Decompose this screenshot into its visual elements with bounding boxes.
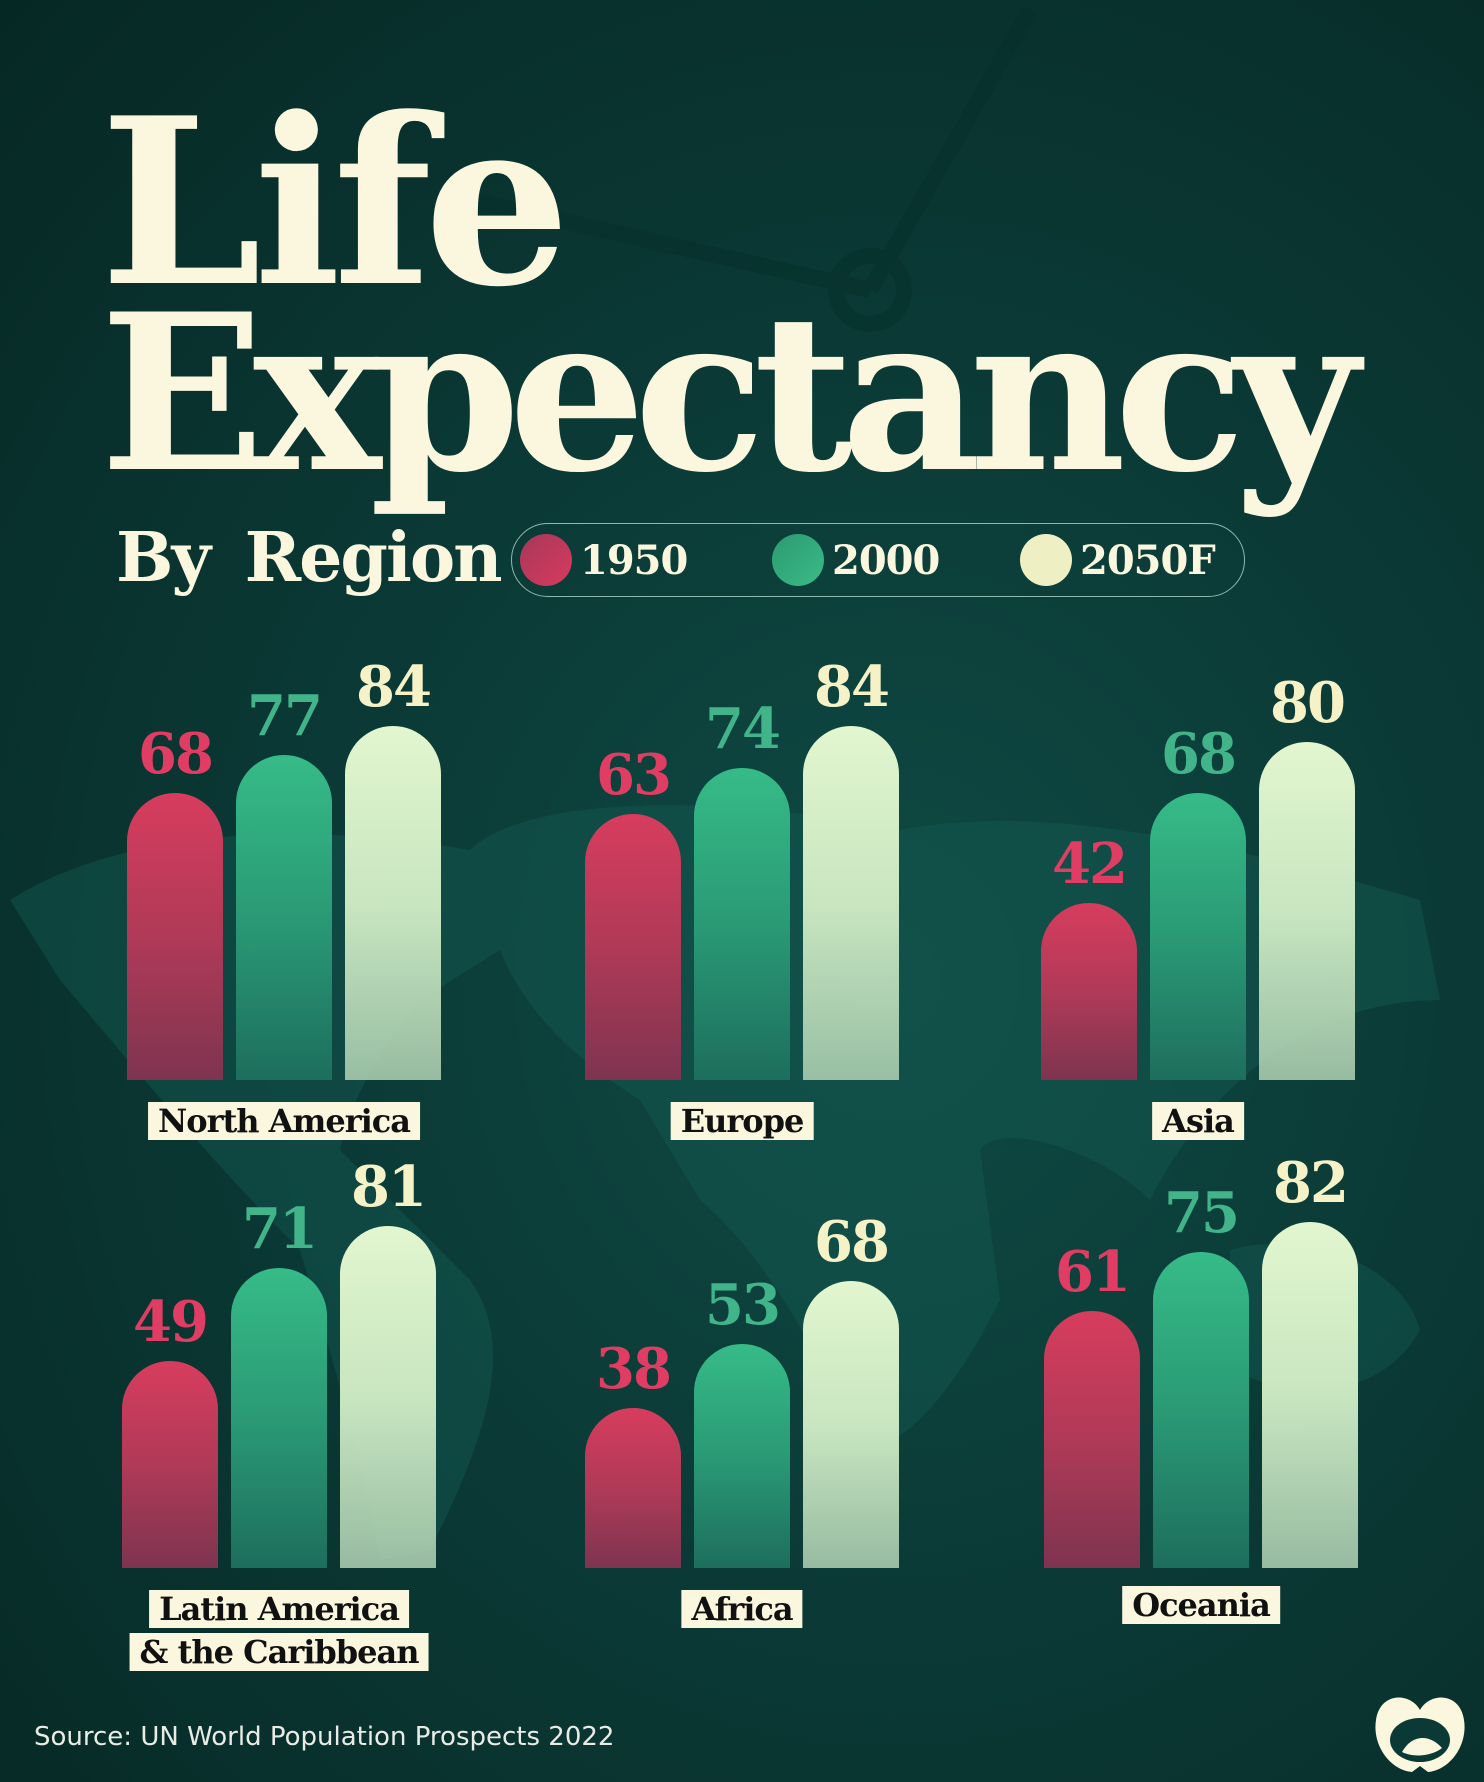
legend-item-1950: 1950	[520, 534, 688, 586]
value-label-2000: 74	[705, 695, 781, 762]
value-label-1950: 49	[133, 1289, 209, 1356]
bar-1950	[1041, 902, 1137, 1080]
legend: 1950 2000 2050F	[511, 523, 1245, 597]
value-label-2050f: 68	[814, 1209, 890, 1276]
region-group: 61 75 82	[1044, 1150, 1374, 1568]
legend-label: 2050F	[1080, 536, 1216, 584]
legend-swatch-1950	[520, 534, 572, 586]
bar-1950	[127, 793, 223, 1080]
bar-1950	[585, 1407, 681, 1568]
region-label: & the Caribbean	[129, 1633, 429, 1671]
value-label-2000: 71	[242, 1196, 318, 1263]
region-label: Asia	[1152, 1102, 1244, 1140]
value-label-2050f: 80	[1270, 670, 1346, 737]
value-label-1950: 63	[596, 742, 672, 809]
bar-2000	[694, 767, 790, 1080]
value-label-1950: 38	[596, 1335, 672, 1402]
bar-2050f	[803, 1281, 899, 1568]
legend-label: 1950	[580, 536, 688, 584]
value-label-1950: 61	[1055, 1238, 1131, 1305]
bar-2050f	[1259, 742, 1355, 1080]
value-label-2000: 68	[1161, 721, 1237, 788]
bar-2000	[231, 1268, 327, 1568]
value-label-2050f: 84	[356, 653, 432, 720]
title-line-1: Life	[100, 68, 570, 338]
legend-label: 2000	[832, 536, 940, 584]
region-label: Latin America	[149, 1590, 409, 1628]
legend-item-2050f: 2050F	[1020, 534, 1216, 586]
value-label-2050f: 82	[1273, 1149, 1349, 1216]
region-group: 49 71 81	[122, 1154, 452, 1568]
bar-2000	[1153, 1251, 1249, 1568]
value-label-1950: 42	[1052, 830, 1128, 897]
legend-item-2000: 2000	[772, 534, 940, 586]
bar-1950	[122, 1361, 218, 1568]
value-label-2000: 75	[1164, 1179, 1240, 1246]
legend-swatch-2000	[772, 534, 824, 586]
bar-1950	[1044, 1310, 1140, 1568]
region-group: 63 74 84	[585, 654, 915, 1080]
bar-2050f	[340, 1226, 436, 1568]
bar-2000	[694, 1344, 790, 1568]
source-note: Source: UN World Population Prospects 20…	[34, 1722, 615, 1752]
value-label-2000: 77	[247, 683, 323, 750]
brand-logo-icon	[1375, 1697, 1465, 1772]
bar-2050f	[803, 725, 899, 1080]
region-group: 38 53 68	[585, 1209, 915, 1568]
subtitle: By Region	[116, 518, 503, 598]
bar-2050f	[1262, 1221, 1358, 1568]
region-label: Africa	[681, 1590, 803, 1628]
region-label: Europe	[670, 1102, 814, 1140]
bar-1950	[585, 814, 681, 1080]
region-group: 68 77 84	[127, 654, 457, 1080]
value-label-2050f: 84	[814, 653, 890, 720]
bar-2050f	[345, 725, 441, 1080]
bar-2000	[236, 755, 332, 1080]
value-label-2000: 53	[705, 1272, 781, 1339]
region-label: Oceania	[1122, 1586, 1280, 1624]
bar-2000	[1150, 793, 1246, 1080]
value-label-2050f: 81	[351, 1154, 427, 1221]
value-label-1950: 68	[138, 721, 214, 788]
region-group: 42 68 80	[1041, 670, 1371, 1080]
legend-swatch-2050f	[1020, 534, 1072, 586]
region-label: North America	[148, 1102, 420, 1140]
title-line-2: Expectancy	[100, 266, 1359, 520]
